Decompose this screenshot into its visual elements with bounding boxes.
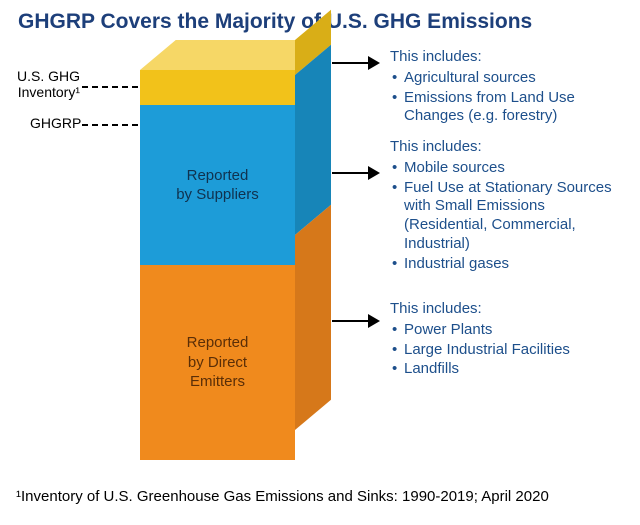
inventory-callout-head: This includes: (390, 48, 630, 67)
dash-ghgrp (82, 124, 138, 126)
segment-direct-emitters: Reported by Direct Emitters (140, 265, 295, 460)
footnote: ¹Inventory of U.S. Greenhouse Gas Emissi… (16, 488, 616, 507)
arrow-inventory-callout (332, 62, 378, 64)
dash-inventory (82, 86, 138, 88)
direct-callout-list: Power PlantsLarge Industrial FacilitiesL… (390, 321, 630, 379)
direct-callout: This includes: Power PlantsLarge Industri… (390, 300, 630, 380)
list-item: Agricultural sources (392, 69, 630, 88)
arrow-suppliers-callout (332, 172, 378, 174)
inventory-callout-list: Agricultural sourcesEmissions from Land … (390, 69, 630, 126)
segment-label-direct-emitters: Reported by Direct Emitters (179, 333, 257, 392)
direct-callout-head: This includes: (390, 300, 630, 319)
label-inventory-text: U.S. GHG Inventory¹ (17, 68, 80, 100)
segment-label-suppliers: Reported by Suppliers (168, 166, 267, 205)
list-item: Power Plants (392, 321, 630, 340)
list-item: Large Industrial Facilities (392, 341, 630, 360)
list-item: Landfills (392, 360, 630, 379)
segment-side-direct-emitters (295, 205, 331, 430)
segment-side-suppliers (295, 45, 331, 235)
list-item: Emissions from Land Use Changes (e.g. fo… (392, 89, 630, 127)
segment-inventory-top (140, 70, 295, 105)
suppliers-callout: This includes: Mobile sourcesFuel Use at … (390, 138, 630, 274)
suppliers-callout-head: This includes: (390, 138, 630, 157)
label-ghgrp: GHGRP (30, 115, 80, 131)
list-item: Industrial gases (392, 255, 630, 274)
inventory-callout: This includes: Agricultural sourcesEmissi… (390, 48, 630, 127)
label-inventory: U.S. GHG Inventory¹ (10, 68, 80, 100)
label-ghgrp-text: GHGRP (30, 115, 81, 131)
list-item: Mobile sources (392, 159, 630, 178)
arrow-direct-callout (332, 320, 378, 322)
list-item: Fuel Use at Stationary Sources with Smal… (392, 179, 630, 254)
suppliers-callout-list: Mobile sourcesFuel Use at Stationary Sou… (390, 159, 630, 274)
page-title: GHGRP Covers the Majority of U.S. GHG Em… (18, 10, 532, 34)
segment-suppliers: Reported by Suppliers (140, 105, 295, 265)
